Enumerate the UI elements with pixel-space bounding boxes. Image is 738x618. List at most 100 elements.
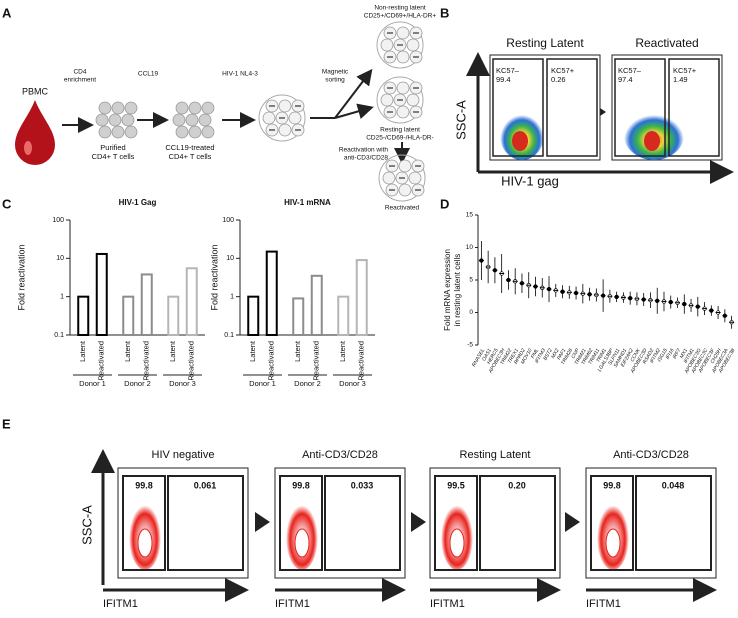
gate-value: 97.4: [618, 75, 633, 84]
cell: [406, 38, 420, 52]
panel-label: D: [440, 196, 449, 211]
arrow-head: [411, 512, 426, 532]
panel-label: E: [2, 416, 11, 431]
cell: [262, 111, 276, 125]
plot-title: Resting Latent: [460, 449, 531, 461]
cell: [201, 101, 215, 115]
label: Purified: [100, 143, 125, 152]
bar: [95, 252, 108, 336]
label: enrichment: [64, 77, 96, 84]
cell: [380, 38, 394, 52]
x-tick-label: Reactivated: [97, 341, 106, 381]
gate-name: KC57+: [673, 66, 697, 75]
axis-label: IFITM1: [103, 598, 138, 610]
axis-label: Fold reactivation: [16, 244, 26, 310]
x-tick-label: Reactivated: [312, 341, 321, 381]
event-core: [294, 528, 310, 558]
blood-shine: [24, 141, 32, 155]
gate-name: KC57+: [551, 66, 575, 75]
cell: [380, 93, 394, 107]
chart-title: HIV-1 Gag: [119, 198, 157, 207]
x-tick-label: OAS1: [481, 347, 493, 362]
label: HIV-1 NL4-3: [222, 71, 258, 78]
cell: [406, 93, 420, 107]
gate: [614, 58, 666, 157]
gate: [324, 475, 401, 571]
bar: [122, 295, 135, 336]
y-tick-label: 0: [469, 309, 473, 316]
event-core: [137, 528, 153, 558]
cell: [396, 81, 410, 95]
gate-value: 99.4: [496, 75, 511, 84]
group-label: Donor 2: [294, 379, 321, 388]
x-tick-label: Reactivated: [142, 341, 151, 381]
cell: [408, 171, 422, 185]
x-tick-label: IRF7: [672, 347, 683, 360]
group-label: Donor 2: [124, 379, 151, 388]
gate: [635, 475, 712, 571]
label: Resting latent: [380, 127, 420, 134]
gate: [668, 58, 720, 157]
y-tick-label: 100: [52, 217, 64, 224]
chart-title: HIV-1 mRNA: [284, 198, 331, 207]
label: CD4+ T cells: [92, 152, 135, 161]
y-tick-label: 5: [469, 277, 473, 284]
y-tick-label: 100: [222, 217, 234, 224]
label: in resting latent cells: [453, 254, 462, 326]
plot-title: Resting Latent: [506, 36, 584, 50]
event-core: [449, 528, 465, 558]
label: Fold mRNA expression: [443, 249, 452, 331]
label: Reactivated: [385, 205, 420, 212]
bar: [265, 250, 278, 337]
bar: [167, 295, 180, 336]
x-tick-label: Latent: [248, 340, 257, 362]
gate-value: 0.20: [508, 480, 526, 490]
panel-label: A: [2, 5, 12, 20]
cell: [198, 113, 212, 127]
gate: [492, 58, 544, 157]
x-tick-label: PAF1: [556, 347, 567, 361]
y-tick-label: 15: [466, 212, 474, 219]
label: PBMC: [22, 86, 49, 96]
gate: [546, 58, 598, 157]
plot-title: HIV negative: [152, 449, 215, 461]
axis-label: SSC-A: [453, 100, 468, 140]
x-tick-label: Reactivated: [357, 341, 366, 381]
x-tick-label: MX1: [679, 347, 689, 359]
axis-label: IFITM1: [586, 598, 621, 610]
cell-group: [376, 21, 424, 69]
label: Non-resting latent: [374, 5, 425, 12]
plot-title: Anti-CD3/CD28: [302, 449, 378, 461]
x-tick-label: BST2: [542, 347, 554, 361]
gate-value: 0.061: [194, 480, 217, 490]
x-tick-label: Latent: [78, 340, 87, 362]
plot-title: Reactivated: [635, 36, 698, 50]
cell: [382, 171, 396, 185]
bar: [337, 295, 350, 336]
y-tick-label: 1: [60, 294, 64, 301]
x-tick-label: Latent: [123, 340, 132, 362]
panel-label: B: [440, 5, 449, 20]
gate: [434, 475, 478, 571]
cell: [108, 113, 122, 127]
y-tick-label: 1: [230, 294, 234, 301]
cell: [175, 101, 189, 115]
cell: [111, 125, 125, 139]
label: CD25-/CD69-/HLA-DR-: [366, 135, 434, 142]
gate-value: 99.8: [603, 480, 621, 490]
cell-group: [258, 94, 306, 142]
cell: [396, 26, 410, 40]
label: CD4+ T cells: [169, 152, 212, 161]
gate-value: 0.033: [351, 480, 374, 490]
cell: [188, 101, 202, 115]
event-core: [605, 528, 621, 558]
cell: [98, 101, 112, 115]
label: Magnetic: [322, 69, 349, 76]
cell: [398, 159, 412, 173]
cell: [175, 125, 189, 139]
gate-value: 99.5: [447, 480, 465, 490]
blood-drop: [15, 100, 55, 165]
label: sorting: [325, 77, 345, 84]
cell: [185, 113, 199, 127]
